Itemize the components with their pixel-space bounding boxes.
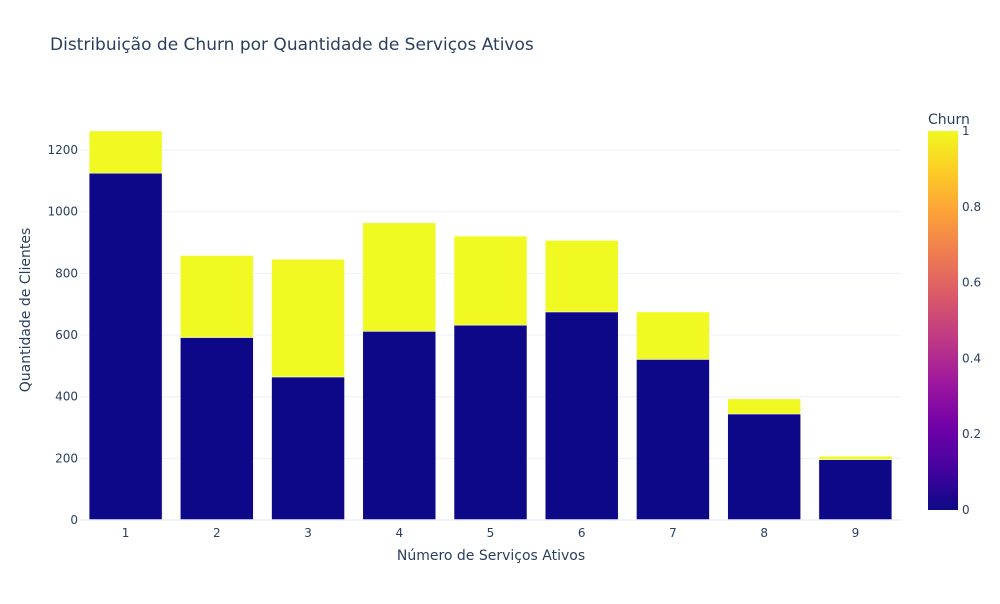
colorbar-tick-label: 1 <box>962 124 970 138</box>
bar-churn-1-cat-1[interactable] <box>88 130 163 174</box>
colorbar-tick-label: 0.2 <box>962 427 981 441</box>
y-axis-label: Quantidade de Clientes <box>18 228 34 393</box>
y-tick-label: 200 <box>55 451 78 465</box>
bar-churn-1-cat-5[interactable] <box>453 235 528 326</box>
bar-churn-1-cat-3[interactable] <box>271 258 345 378</box>
y-tick-label: 1000 <box>47 205 78 219</box>
chart-title: Distribuição de Churn por Quantidade de … <box>50 35 534 55</box>
bars[interactable] <box>88 130 893 521</box>
bar-churn-1-cat-7[interactable] <box>636 311 710 360</box>
bar-churn-0-cat-4[interactable] <box>362 331 437 521</box>
y-tick-label: 1200 <box>47 143 78 157</box>
x-tick-label: 7 <box>669 526 677 540</box>
bar-churn-1-cat-9[interactable] <box>818 455 893 460</box>
y-tick-label: 800 <box>55 266 78 280</box>
y-tick-label: 400 <box>55 390 78 404</box>
x-tick-label: 9 <box>852 526 860 540</box>
colorbar-tick-label: 0.4 <box>962 351 981 365</box>
bar-churn-0-cat-5[interactable] <box>453 324 528 521</box>
colorbar-gradient <box>928 131 958 510</box>
bar-churn-1-cat-8[interactable] <box>727 398 801 415</box>
axes: 0 200 400 600 800 1000 1200 1 2 3 4 5 6 7 8 9 <box>47 143 901 540</box>
colorbar-title: Churn <box>928 112 970 128</box>
x-tick-label: 8 <box>760 526 768 540</box>
bar-churn-1-cat-6[interactable] <box>544 240 619 313</box>
bar-churn-0-cat-2[interactable] <box>180 337 254 521</box>
x-axis-label: Número de Serviços Ativos <box>397 548 585 564</box>
bar-churn-1-cat-2[interactable] <box>180 255 254 338</box>
bar-churn-0-cat-1[interactable] <box>88 172 163 521</box>
bar-churn-0-cat-3[interactable] <box>271 376 345 521</box>
x-tick-label: 3 <box>304 526 312 540</box>
y-tick-label: 600 <box>55 328 78 342</box>
x-tick-label: 4 <box>395 526 403 540</box>
colorbar-tick-label: 0 <box>962 503 970 517</box>
x-tick-label: 1 <box>122 526 130 540</box>
colorbar-tick-label: 0.6 <box>962 276 981 290</box>
bar-churn-0-cat-8[interactable] <box>727 413 801 521</box>
x-tick-label: 6 <box>578 526 586 540</box>
bar-churn-0-cat-9[interactable] <box>818 459 893 521</box>
bar-churn-0-cat-6[interactable] <box>544 311 619 521</box>
bar-churn-0-cat-7[interactable] <box>636 359 710 521</box>
x-tick-label: 2 <box>213 526 221 540</box>
colorbar: Churn 0 0.2 0.4 0.6 0.8 1 <box>928 112 981 517</box>
colorbar-tick-label: 0.8 <box>962 200 981 214</box>
y-tick-label: 0 <box>70 513 78 527</box>
x-tick-label: 5 <box>487 526 495 540</box>
bar-churn-1-cat-4[interactable] <box>362 222 437 332</box>
